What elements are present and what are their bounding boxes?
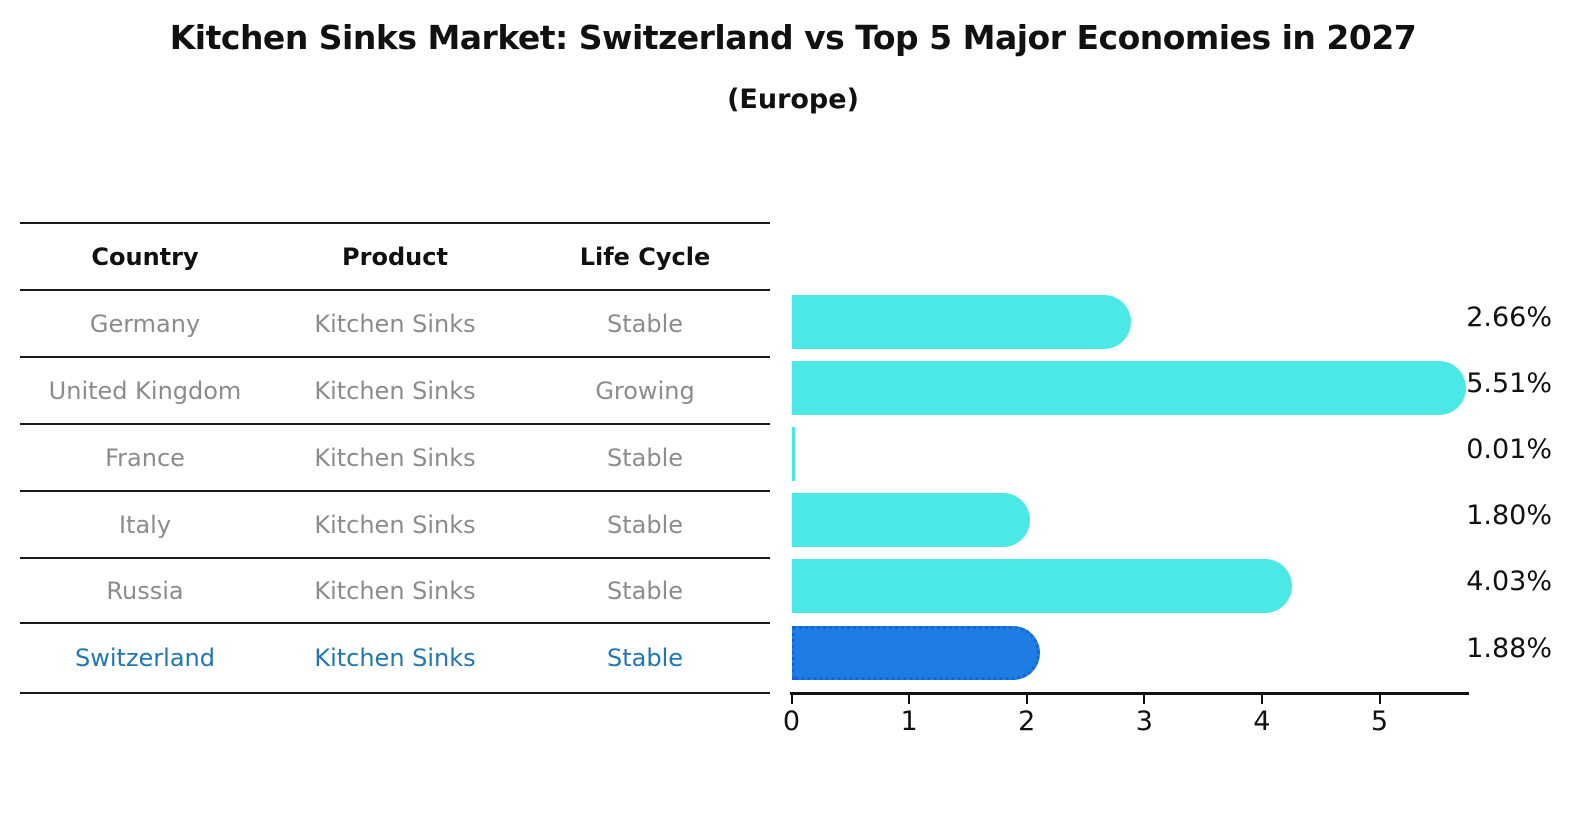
bar-italy [791,493,1031,548]
value-label: 1.80% [1466,500,1552,532]
table-row: Russia Kitchen Sinks Stable [20,559,770,624]
x-tick-mark [1260,695,1263,704]
x-tick-mark [1378,695,1381,704]
table-cell-life-cycle: Stable [606,443,684,472]
x-tick-mark [790,695,793,704]
table-cell-life-cycle: Stable [606,510,684,539]
table-row: France Kitchen Sinks Stable [20,425,770,492]
table-cell-product: Kitchen Sinks [314,443,476,472]
table-header-row: Country Product Life Cycle [20,224,770,291]
column-header-lifecycle: Life Cycle [579,242,711,271]
table-cell-life-cycle: Stable [606,644,684,672]
x-tick-label: 0 [782,706,801,737]
column-header-country: Country [91,242,199,271]
x-tick-label: 5 [1370,706,1389,737]
value-label: 1.88% [1466,632,1552,664]
table-cell-product: Kitchen Sinks [314,510,476,539]
column-header-product: Product [342,242,448,271]
table-cell-life-cycle: Stable [606,309,684,338]
bar-france [791,427,795,482]
chart-subtitle: (Europe) [727,84,859,115]
x-tick-mark [908,695,911,704]
table-cell-product: Kitchen Sinks [314,644,476,672]
table-cell-country: France [105,443,185,472]
table-cell-country: Italy [118,510,172,539]
table-row: United Kingdom Kitchen Sinks Growing [20,358,770,425]
table-cell-country: Switzerland [75,644,215,672]
x-tick-label: 3 [1135,706,1153,737]
table-cell-country: United Kingdom [48,376,242,405]
table-cell-country: Russia [106,576,184,605]
value-label: 4.03% [1466,566,1552,598]
value-label: 0.01% [1466,434,1552,466]
x-axis-line [790,692,1469,695]
table-cell-product: Kitchen Sinks [314,309,476,338]
table-cell-product: Kitchen Sinks [314,576,476,605]
table-cell-life-cycle: Stable [606,576,684,605]
chart-title: Kitchen Sinks Market: Switzerland vs Top… [169,18,1417,57]
bar-switzerland [791,625,1040,680]
table-cell-country: Germany [89,309,201,338]
bar-russia [791,559,1293,614]
table-cell-product: Kitchen Sinks [314,376,476,405]
bar-united-kingdom [791,361,1467,416]
bar-germany [791,295,1132,349]
x-tick-label: 2 [1018,706,1036,737]
value-label: 2.66% [1466,302,1552,333]
table-row: Italy Kitchen Sinks Stable [20,492,770,559]
x-tick-mark [1025,695,1028,704]
table-row: Switzerland Kitchen Sinks Stable [20,624,770,694]
table-body: Germany Kitchen Sinks Stable United Kingdom… [20,291,770,694]
country-table: Country Product Life Cycle Germany Kitche… [20,222,770,694]
x-tick-label: 4 [1253,706,1271,737]
value-label: 5.51% [1466,368,1552,400]
x-tick-mark [1143,695,1146,704]
x-tick-label: 1 [900,706,918,737]
table-cell-life-cycle: Growing [595,376,695,405]
table-row: Germany Kitchen Sinks Stable [20,291,770,358]
